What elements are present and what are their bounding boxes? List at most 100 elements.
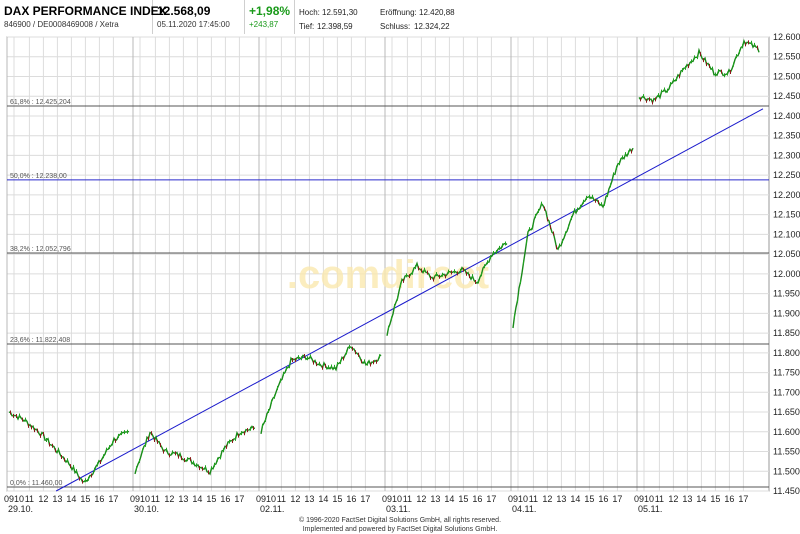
watermark-logo: .comdirect bbox=[287, 253, 489, 297]
x-date-label: 05.11. bbox=[638, 504, 662, 514]
x-tick-label: 12 bbox=[668, 494, 678, 504]
x-tick-label: 16 bbox=[94, 494, 104, 504]
copyright-footer: © 1996-2020 FactSet Digital Solutions Gm… bbox=[0, 516, 800, 534]
x-tick-label: 17 bbox=[486, 494, 496, 504]
x-tick-label: 13 bbox=[304, 494, 314, 504]
x-tick-label: 15 bbox=[710, 494, 720, 504]
instrument-cell: DAX PERFORMANCE INDEX 846900 / DE0008469… bbox=[0, 0, 167, 34]
low-value: 12.398,59 bbox=[317, 22, 353, 31]
close-label: Schluss: bbox=[380, 22, 411, 31]
x-tick-label: 14 bbox=[570, 494, 580, 504]
y-tick-label: 12.400 bbox=[773, 111, 800, 121]
close-value: 12.324,22 bbox=[414, 22, 450, 31]
y-tick-label: 11.950 bbox=[773, 289, 800, 299]
instrument-name: DAX PERFORMANCE INDEX bbox=[4, 4, 167, 18]
fib-level-label: 23,6% : 11.822,408 bbox=[10, 337, 70, 344]
last-price-cell: 12.568,09 05.11.2020 17:45:00 bbox=[153, 0, 245, 34]
x-tick-label: 17 bbox=[360, 494, 370, 504]
y-tick-label: 12.150 bbox=[773, 210, 800, 220]
x-tick-label: 14 bbox=[318, 494, 328, 504]
y-tick-label: 12.500 bbox=[773, 71, 800, 81]
fib-level-label: 61,8% : 12.425,204 bbox=[10, 99, 71, 106]
x-tick-label: 17 bbox=[234, 494, 244, 504]
x-date-label: 03.11. bbox=[386, 504, 410, 514]
y-tick-label: 11.700 bbox=[773, 387, 800, 397]
x-tick-label: 12 bbox=[164, 494, 174, 504]
x-tick-label: 11 bbox=[529, 494, 538, 504]
y-tick-label: 12.450 bbox=[773, 91, 800, 101]
y-tick-label: 12.600 bbox=[773, 32, 800, 42]
x-tick-label: 15 bbox=[584, 494, 594, 504]
x-tick-label: 16 bbox=[724, 494, 734, 504]
y-tick-label: 11.900 bbox=[773, 308, 800, 318]
y-tick-label: 11.600 bbox=[773, 427, 800, 437]
x-tick-label: 11 bbox=[403, 494, 412, 504]
x-tick-label: 14 bbox=[66, 494, 76, 504]
x-tick-label: 15 bbox=[458, 494, 468, 504]
x-date-label: 02.11. bbox=[260, 504, 284, 514]
x-tick-label: 16 bbox=[598, 494, 608, 504]
y-tick-label: 11.450 bbox=[773, 486, 800, 496]
x-date-label: 30.10. bbox=[134, 504, 159, 514]
x-date-label: 29.10. bbox=[8, 504, 33, 514]
ohlc-cell: Hoch: 12.591,30 Eröffnung: 12.420,88 Tie… bbox=[295, 0, 455, 34]
x-tick-label: 17 bbox=[612, 494, 622, 504]
x-tick-label: 15 bbox=[80, 494, 90, 504]
x-tick-label: 0910 bbox=[382, 494, 402, 504]
x-tick-label: 12 bbox=[416, 494, 426, 504]
x-tick-label: 13 bbox=[178, 494, 188, 504]
quote-header: DAX PERFORMANCE INDEX 846900 / DE0008469… bbox=[0, 0, 800, 34]
x-tick-label: 14 bbox=[192, 494, 202, 504]
low-label: Tief: bbox=[299, 22, 315, 31]
x-tick-label: 16 bbox=[220, 494, 230, 504]
high-label: Hoch: bbox=[299, 8, 320, 17]
x-tick-label: 0910 bbox=[634, 494, 654, 504]
open-value: 12.420,88 bbox=[419, 8, 455, 17]
x-tick-label: 13 bbox=[52, 494, 62, 504]
y-tick-label: 12.000 bbox=[773, 269, 800, 279]
plot-area bbox=[6, 36, 770, 492]
x-tick-label: 12 bbox=[38, 494, 48, 504]
x-tick-label: 13 bbox=[556, 494, 566, 504]
x-tick-label: 11 bbox=[151, 494, 160, 504]
y-tick-label: 12.300 bbox=[773, 150, 800, 160]
x-tick-label: 0910 bbox=[256, 494, 276, 504]
y-tick-label: 11.750 bbox=[773, 368, 800, 378]
y-tick-label: 11.800 bbox=[773, 348, 800, 358]
change-cell: +1,98% +243,87 bbox=[245, 0, 295, 34]
y-tick-label: 12.200 bbox=[773, 190, 800, 200]
y-tick-label: 12.550 bbox=[773, 52, 800, 62]
x-tick-label: 0910 bbox=[4, 494, 24, 504]
y-tick-label: 11.550 bbox=[773, 447, 800, 457]
x-tick-label: 16 bbox=[346, 494, 356, 504]
fib-level-label: 38,2% : 12.052,796 bbox=[10, 246, 71, 253]
x-tick-label: 0910 bbox=[130, 494, 150, 504]
open-label: Eröffnung: bbox=[380, 8, 417, 17]
fib-level-label: 0,0% : 11.460,00 bbox=[10, 480, 63, 487]
x-tick-label: 14 bbox=[444, 494, 454, 504]
instrument-ids: 846900 / DE0008469008 / Xetra bbox=[4, 20, 119, 29]
x-tick-label: 15 bbox=[206, 494, 216, 504]
fib-level-label: 50,0% : 12.238,00 bbox=[10, 173, 67, 180]
change-absolute: +243,87 bbox=[249, 20, 279, 29]
x-date-label: 04.11. bbox=[512, 504, 536, 514]
copyright-line: © 1996-2020 FactSet Digital Solutions Gm… bbox=[298, 517, 502, 524]
x-tick-label: 13 bbox=[682, 494, 692, 504]
powered-by-line: Implemented and powered by FactSet Digit… bbox=[302, 526, 498, 533]
y-tick-label: 12.250 bbox=[773, 170, 800, 180]
x-tick-label: 0910 bbox=[508, 494, 528, 504]
x-tick-label: 11 bbox=[25, 494, 34, 504]
x-tick-label: 12 bbox=[542, 494, 552, 504]
y-tick-label: 11.500 bbox=[773, 466, 800, 476]
x-tick-label: 11 bbox=[277, 494, 286, 504]
price-chart: 11.450 11.500 11.550 11.600 11.650 11.700 11.7… bbox=[4, 32, 800, 514]
price-line bbox=[512, 147, 634, 329]
high-value: 12.591,30 bbox=[322, 8, 358, 17]
x-tick-label: 17 bbox=[738, 494, 748, 504]
y-tick-label: 11.650 bbox=[773, 407, 800, 417]
y-tick-label: 12.050 bbox=[773, 249, 800, 259]
x-tick-label: 16 bbox=[472, 494, 482, 504]
x-tick-label: 13 bbox=[430, 494, 440, 504]
x-tick-label: 11 bbox=[655, 494, 664, 504]
last-price: 12.568,09 bbox=[157, 4, 211, 18]
